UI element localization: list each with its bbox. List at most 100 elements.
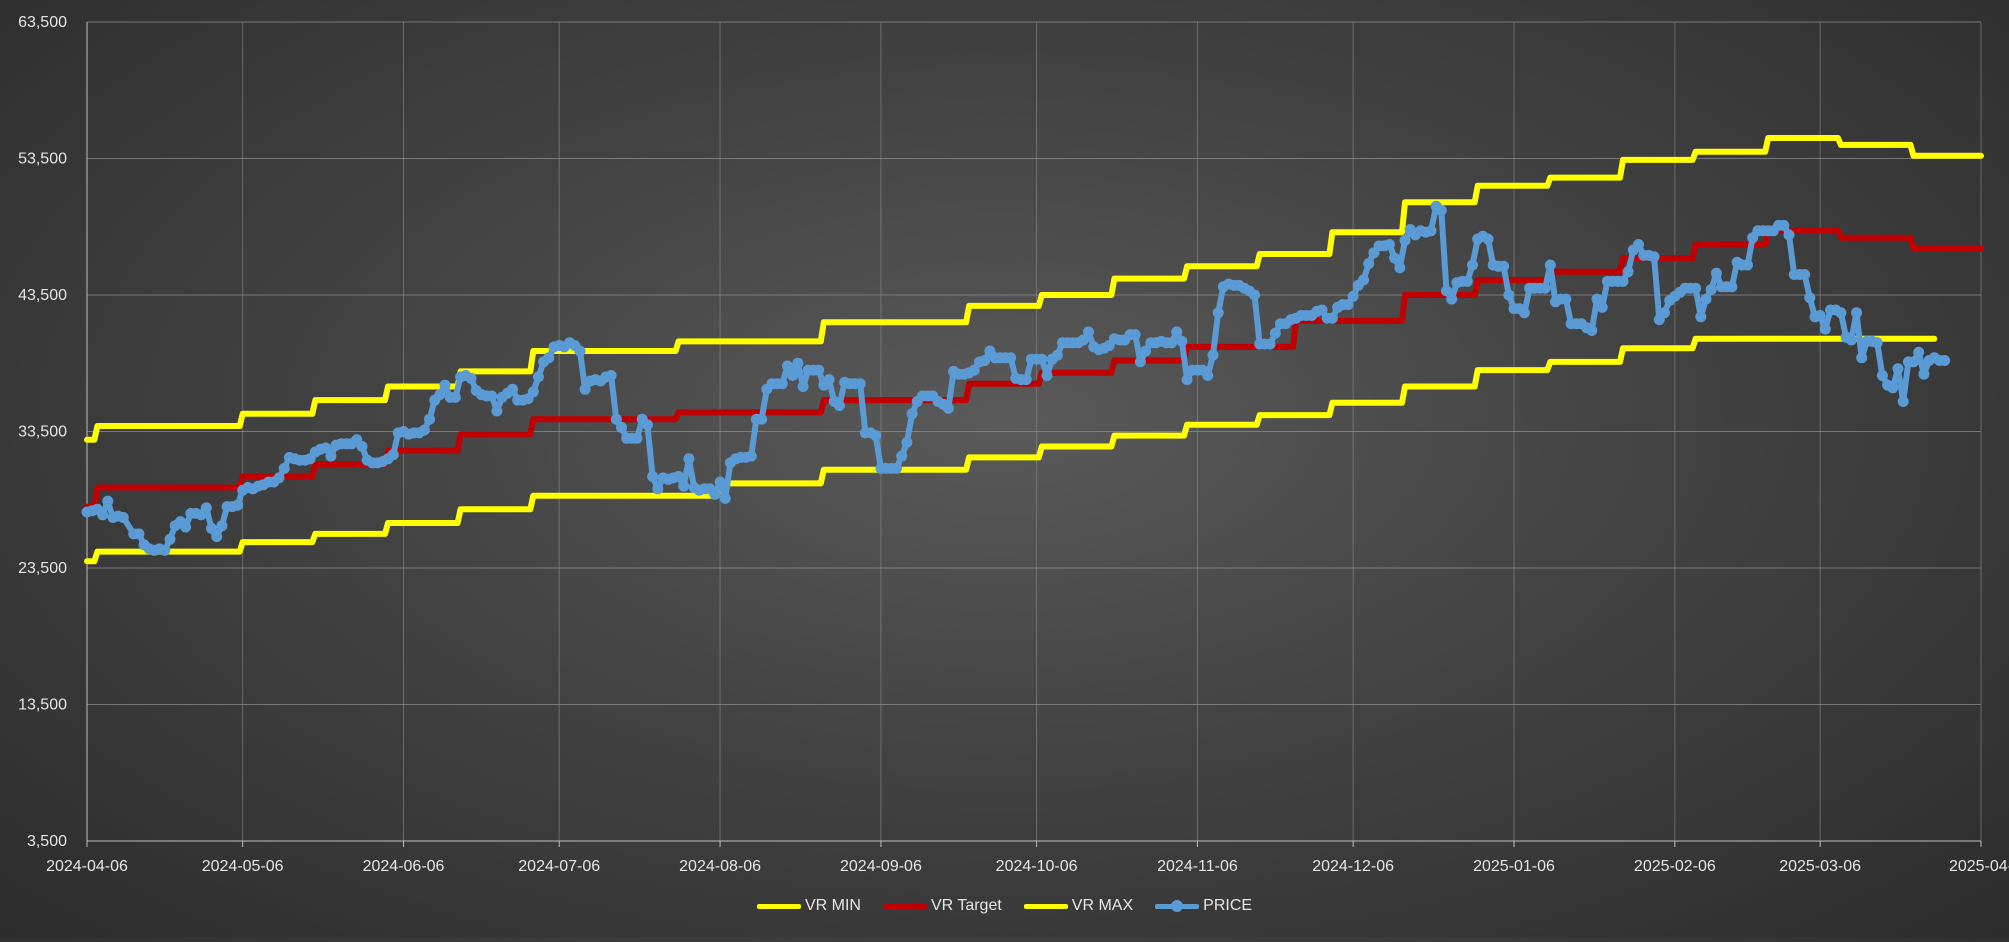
price-point [1876,370,1888,381]
price-point [527,386,539,398]
price-point [792,357,804,369]
price-point [782,360,793,372]
price-point [709,488,721,500]
price-point [449,391,461,403]
price-point [745,450,757,462]
price-point [854,378,866,390]
price-point [1695,311,1707,323]
price-point [1918,368,1930,380]
price-point [942,402,954,414]
series-line-vr-min [84,335,1938,565]
price-point [1814,310,1826,321]
price-point [1212,307,1224,319]
x-tick-label: 2024-09-06 [840,858,922,875]
price-point [683,453,695,465]
price-point [1700,293,1712,305]
price-point [673,471,685,482]
legend-label: VR Target [930,897,1002,914]
x-tick-label: 2024-07-06 [518,858,600,875]
price-point [1316,304,1328,316]
price-point [1051,349,1063,361]
price-point [1176,335,1188,347]
legend-label: VR MAX [1071,897,1134,914]
x-tick-label: 2025-04- [1949,858,2009,875]
price-point [1399,234,1411,246]
axes: 3,500 13,500 23,500 33,500 43,500 53,500 63,50… [18,14,2009,875]
price-point [833,400,845,412]
price-point [756,413,768,425]
price-point [1913,346,1925,358]
price-point [1892,363,1904,375]
price-point [1539,282,1551,294]
price-point [1077,334,1089,346]
legend-label: VR MIN [804,897,861,914]
price-point [325,450,337,462]
legend-swatch [1155,899,1200,913]
price-point [1202,370,1214,381]
price-point [232,499,243,511]
price-point [102,495,114,507]
price-point [1446,293,1458,305]
price-point [491,405,503,417]
price-point [787,370,799,381]
price-point [465,372,477,384]
price-point [678,480,690,492]
price-point [543,352,555,364]
price-point [1845,334,1857,346]
price-point [1383,239,1395,250]
x-tick-label: 2025-01-06 [1473,858,1555,875]
price-point [1897,396,1909,407]
price-point [439,379,451,391]
legend-item-vr-min: VR MIN [756,897,861,915]
x-tick-label: 2024-08-06 [679,858,761,875]
series-line-vr-max [84,135,1984,443]
price-point [870,430,882,442]
price-point [1939,355,1951,366]
price-point [1622,266,1634,278]
price-point [1819,323,1831,335]
price-point [631,432,643,444]
price-point [813,364,825,376]
price-point [1690,282,1702,294]
price-point [579,383,591,395]
x-tick-label: 2024-11-06 [1157,858,1238,875]
x-tick-label: 2024-05-06 [202,858,284,875]
price-point [356,441,368,452]
price-point [1435,204,1447,216]
price-point [1166,337,1177,349]
price-point [320,442,332,454]
price-point [180,521,192,533]
price-point [1799,269,1811,280]
price-point [652,483,664,495]
x-tick-label: 2024-12-06 [1312,858,1394,875]
price-point [1871,337,1883,349]
price-point [434,389,446,401]
price-point [97,509,109,521]
price-point [1171,326,1183,338]
price-point [1134,356,1146,368]
price-point [532,371,544,383]
price-point [1425,225,1437,237]
price-point [1005,352,1017,364]
legend-item-price: PRICE [1155,897,1252,915]
legend: VR MIN VR Target VR MAX PRICE [0,892,2009,920]
price-point [1389,252,1401,264]
price-point [1586,325,1598,336]
price-point [1461,275,1473,287]
x-tick-label: 2024-04-06 [46,858,128,875]
legend-label: PRICE [1203,897,1253,914]
price-point [424,413,435,425]
price-point [776,378,788,390]
price-point [1659,307,1670,319]
price-point [1835,307,1847,319]
price-point [1358,274,1369,286]
price-point [1394,262,1406,274]
price-point [211,531,223,543]
price-point [1648,251,1660,263]
price-point [206,522,217,534]
price-point [159,544,171,556]
price-point [1441,285,1452,297]
price-point [1710,267,1722,279]
